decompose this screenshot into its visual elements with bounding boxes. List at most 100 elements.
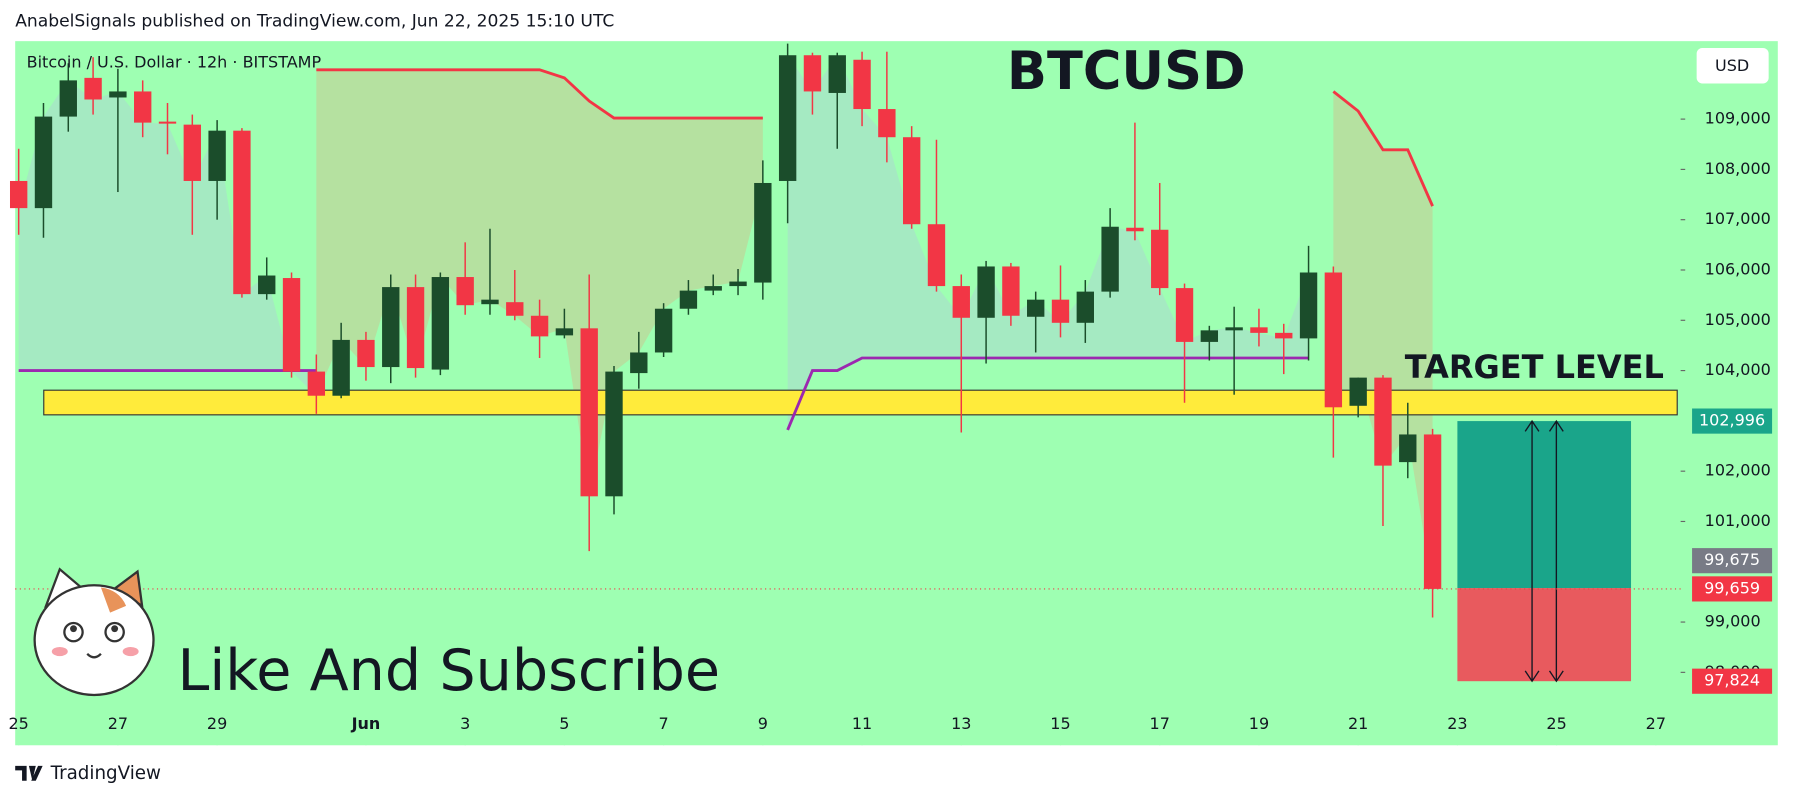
candle-body [59, 80, 77, 117]
candle-body [1126, 227, 1144, 232]
candle-body [1200, 330, 1219, 342]
candle-body [828, 55, 846, 93]
price-badge-label: 99,675 [1704, 550, 1760, 569]
candle-body [952, 286, 970, 318]
zone-label: TARGET LEVEL [1405, 348, 1664, 386]
candle-body [1299, 272, 1318, 339]
target-zone [43, 389, 1678, 416]
candle-body [382, 287, 400, 368]
candle-body [1225, 327, 1243, 331]
candle-body [1275, 332, 1293, 339]
candle-body [803, 55, 822, 92]
candle-body [878, 109, 896, 138]
indicator-line [316, 68, 763, 120]
candle-body [1027, 299, 1045, 317]
mascot [33, 567, 155, 697]
x-tick-label: 17 [1150, 714, 1170, 733]
candle-body [1349, 377, 1367, 406]
candle-body [357, 339, 375, 368]
candle-body [530, 315, 549, 337]
candle-body [233, 130, 251, 295]
candle-body [34, 116, 53, 209]
indicator-fill [316, 69, 763, 497]
brand-logo [15, 765, 43, 781]
candle-body [1151, 229, 1169, 289]
annotation: Like And Subscribe [178, 638, 721, 704]
x-tick-label: 21 [1348, 714, 1368, 733]
currency-button[interactable] [1696, 48, 1769, 84]
x-tick-label: 27 [108, 714, 128, 733]
candle-body [1324, 272, 1343, 408]
price-badge-label: 99,659 [1704, 578, 1760, 597]
candle-body [1399, 434, 1417, 463]
price-badge-label: 102,996 [1699, 411, 1765, 430]
indicator-line [786, 356, 1309, 431]
candle-body [1250, 327, 1268, 333]
candle-body [282, 278, 301, 372]
indicator-fill [18, 80, 317, 396]
candle-body [1002, 266, 1020, 316]
plot-layer: 252729Jun357911131517192123252798,00099,… [8, 43, 1773, 746]
x-tick-label: 27 [1646, 714, 1666, 733]
y-tick-label: 106,000 [1705, 259, 1771, 278]
candle-body [134, 91, 152, 123]
y-tick-label: 101,000 [1705, 511, 1771, 530]
currency-label: USD [1715, 56, 1749, 75]
candle-body [902, 137, 921, 225]
candle-body [679, 290, 698, 309]
x-tick-label: 15 [1050, 714, 1070, 733]
subtitle: Bitcoin / U.S. Dollar · 12h · BITSTAMP [27, 52, 322, 71]
candle-body [208, 130, 226, 181]
candle-body [1051, 299, 1070, 323]
y-tick-label: 104,000 [1705, 360, 1771, 379]
x-tick-label: 11 [852, 714, 872, 733]
candle-body [853, 59, 871, 110]
x-tick-label: 7 [659, 714, 669, 733]
y-tick-label: 107,000 [1705, 209, 1771, 228]
y-tick-label: 109,000 [1705, 109, 1771, 128]
candle-body [183, 124, 201, 181]
x-tick-label: 5 [559, 714, 569, 733]
candle-body [84, 77, 102, 100]
header: AnabelSignals published on TradingView.c… [15, 12, 614, 32]
candle-body [1374, 377, 1392, 466]
candle-body [9, 180, 28, 209]
candle-body [158, 121, 177, 124]
candle-body [1423, 434, 1442, 589]
x-tick-label: 23 [1447, 714, 1467, 733]
x-tick-label: 9 [758, 714, 768, 733]
x-tick-label: 19 [1249, 714, 1269, 733]
loss-zone [1457, 588, 1632, 682]
indicator-line [1332, 90, 1434, 207]
price-badge-label: 97,824 [1704, 671, 1760, 690]
candle-body [778, 55, 797, 181]
candle-body [754, 182, 772, 283]
x-tick-label: 29 [207, 714, 227, 733]
candle-body [481, 299, 499, 305]
y-tick-label: 99,000 [1705, 612, 1761, 631]
candle-body [704, 286, 722, 291]
candle-body [1175, 288, 1194, 342]
candle-body [977, 266, 995, 318]
indicator-fill [1333, 91, 1433, 589]
candle-body [1076, 291, 1094, 323]
candle-body [332, 339, 350, 396]
profit-zone [1457, 421, 1632, 589]
x-tick-label: 13 [951, 714, 971, 733]
x-tick-label: 25 [8, 714, 28, 733]
candle-body [431, 277, 450, 370]
candle-body [109, 91, 127, 98]
candle-body [729, 281, 747, 287]
chart-title: BTCUSD [1007, 41, 1246, 102]
price-badge [1692, 668, 1773, 694]
price-badge [1692, 576, 1773, 602]
candle-body [406, 287, 425, 369]
candle-body [580, 328, 598, 497]
y-tick-label: 102,000 [1705, 461, 1771, 480]
candle-body [654, 308, 673, 353]
price-badge [1692, 408, 1773, 434]
x-tick-label: 25 [1546, 714, 1566, 733]
brand-name: TradingView [50, 763, 161, 784]
